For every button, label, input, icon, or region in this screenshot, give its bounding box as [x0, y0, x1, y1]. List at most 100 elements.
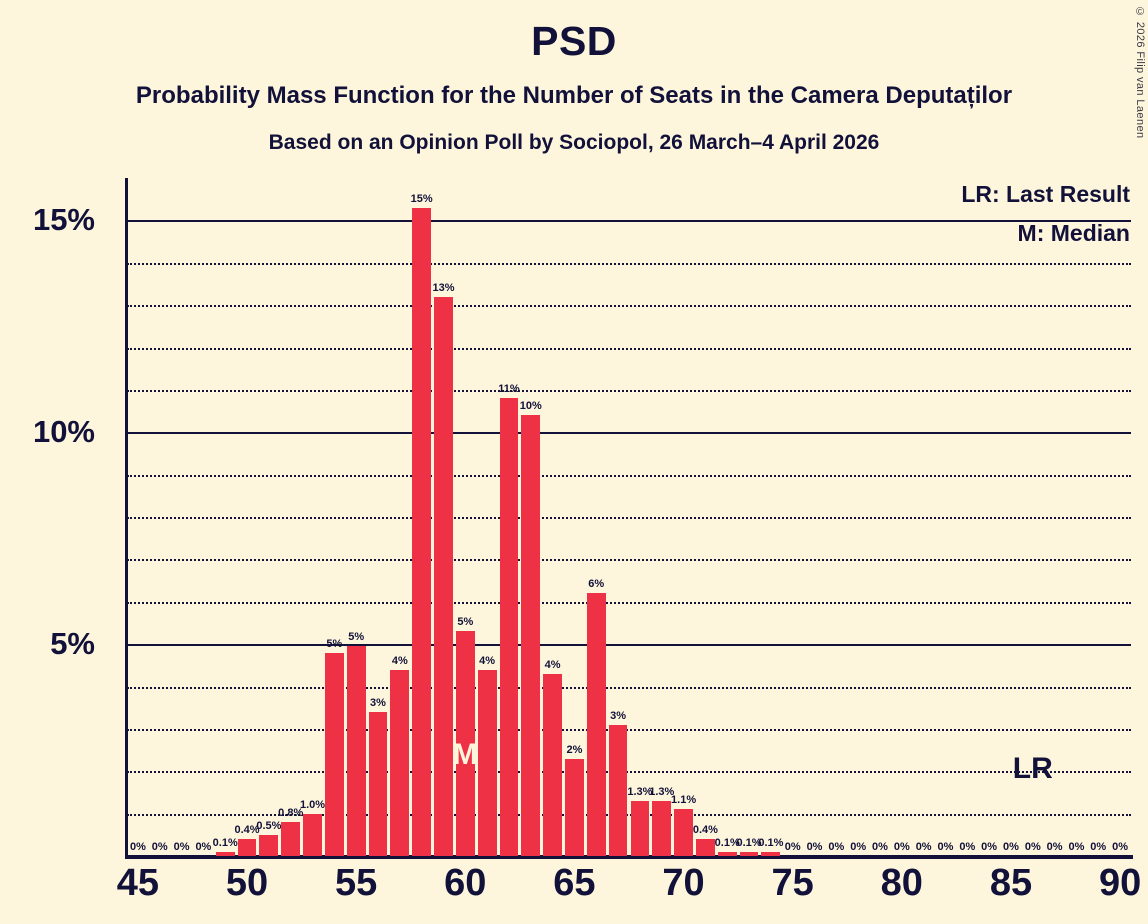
bar	[608, 724, 628, 856]
bar	[434, 296, 453, 856]
bar-value-label: 0.1%	[212, 836, 238, 849]
gridline-minor	[127, 262, 1131, 265]
gridline-minor	[127, 559, 1131, 562]
bar-value-label: 0%	[1090, 841, 1107, 853]
bar-value-label: 1.1%	[671, 794, 697, 807]
bar	[455, 631, 475, 856]
bar	[652, 800, 672, 856]
bar-value-label: 0.4%	[234, 824, 260, 837]
bar-value-label: 0.8%	[278, 807, 304, 820]
legend-item-median: M: Median	[1017, 220, 1130, 246]
bar-value-label: 3%	[370, 696, 386, 709]
copyright-notice: © 2026 Filip van Laenen	[1134, 6, 1146, 139]
bar-value-label: 13%	[432, 281, 455, 294]
bar	[521, 415, 541, 856]
page-title: PSD	[531, 18, 617, 64]
bar	[215, 851, 235, 856]
bar-value-label: 0%	[1003, 841, 1019, 853]
x-axis-tick-label: 45	[116, 862, 160, 904]
bar-value-label: 0%	[872, 841, 888, 853]
gridline-minor	[127, 305, 1131, 308]
bar-value-label: 1.3%	[627, 785, 653, 798]
x-axis-line	[125, 855, 1133, 859]
bar-value-label: 0%	[173, 841, 190, 853]
gridline-minor	[127, 728, 1131, 731]
last-result-marker: LR	[1012, 752, 1053, 786]
bar-value-label: 4%	[544, 658, 561, 671]
x-axis-tick-label: 80	[880, 862, 923, 904]
bar-value-label: 0%	[151, 841, 168, 853]
bar-value-label: 10%	[519, 400, 542, 413]
bar-value-label: 0%	[1112, 841, 1129, 853]
bar-value-label: 6%	[588, 578, 605, 591]
gridline-minor	[127, 389, 1131, 392]
y-axis-tick-label: 5%	[50, 626, 95, 662]
y-axis-tick-label: 15%	[32, 202, 95, 238]
bar-value-label: 2%	[566, 743, 583, 756]
bar-value-label: 5%	[348, 631, 365, 644]
bar-value-label: 4%	[391, 654, 408, 667]
chart-legend: LR: Last Result M: Median	[961, 183, 1130, 261]
gridline-minor	[127, 771, 1131, 774]
bar	[237, 839, 257, 856]
x-axis-tick-label: 90	[1098, 862, 1142, 904]
bar-value-label: 0%	[893, 841, 910, 853]
gridline-major	[127, 432, 1131, 435]
chart-header: PSD Probability Mass Function for the Nu…	[0, 0, 1148, 154]
bar-value-label: 0%	[850, 841, 867, 853]
bar	[281, 822, 301, 856]
bar	[368, 711, 388, 856]
x-axis-tick-label: 55	[335, 862, 378, 904]
gridline-major	[127, 220, 1131, 223]
y-axis-line	[125, 178, 128, 856]
gridline-major	[127, 644, 1131, 647]
x-axis-tick-label: 85	[989, 862, 1033, 904]
bar-value-label: 5%	[326, 637, 343, 650]
bar-value-label: 0%	[1068, 841, 1085, 853]
bar-value-label: 4%	[479, 654, 496, 667]
x-axis-tick-label: 60	[444, 862, 487, 904]
bar	[717, 851, 737, 856]
bar-value-label: 3%	[610, 709, 627, 722]
bar-value-label: 0%	[129, 841, 146, 853]
bar-value-label: 0.1%	[736, 836, 762, 849]
legend-item-last-result: LR: Last Result	[961, 181, 1130, 207]
bar	[674, 809, 693, 856]
gridline-minor	[127, 347, 1131, 350]
bar-value-label: 0%	[828, 841, 845, 853]
bar	[303, 813, 322, 856]
bar-value-label: 5%	[457, 616, 474, 629]
bar	[499, 398, 519, 856]
bar-value-label: 0%	[806, 841, 823, 853]
x-axis-tick-label: 75	[771, 862, 814, 904]
gridline-minor	[127, 686, 1131, 689]
bar-value-label: 1.0%	[299, 798, 326, 811]
bar-value-label: 0%	[937, 841, 954, 853]
gridline-minor	[127, 813, 1131, 816]
gridline-minor	[127, 517, 1131, 519]
bar-value-label: 15%	[410, 192, 433, 205]
bar	[630, 800, 650, 856]
bar	[739, 851, 759, 856]
bar	[565, 758, 584, 856]
bar-value-label: 0.1%	[758, 836, 784, 849]
bar-value-label: 0.1%	[714, 836, 740, 849]
bar-value-label: 0.5%	[256, 819, 282, 832]
bar	[761, 851, 781, 856]
bar-value-label: 0%	[1046, 841, 1063, 853]
bar-value-label: 0%	[1024, 841, 1041, 853]
bar	[324, 652, 344, 856]
bar	[346, 646, 366, 856]
gridline-minor	[127, 601, 1131, 604]
bar-value-label: 0%	[195, 841, 212, 853]
bar-value-label: 0%	[915, 841, 932, 853]
chart-subtitle: Probability Mass Function for the Number…	[135, 82, 1013, 109]
bar	[696, 839, 715, 856]
y-axis-tick-label: 10%	[32, 414, 95, 450]
gridline-minor	[127, 474, 1131, 477]
bar	[477, 669, 497, 856]
x-axis-tick-label: 65	[553, 862, 596, 904]
plot-area: 5% 10% 15% 0% 0% 0% 0% 0.1% 0.4% 0.5% 0.8% 1.0% 5% 5…	[33, 178, 1133, 859]
bar	[412, 207, 432, 856]
